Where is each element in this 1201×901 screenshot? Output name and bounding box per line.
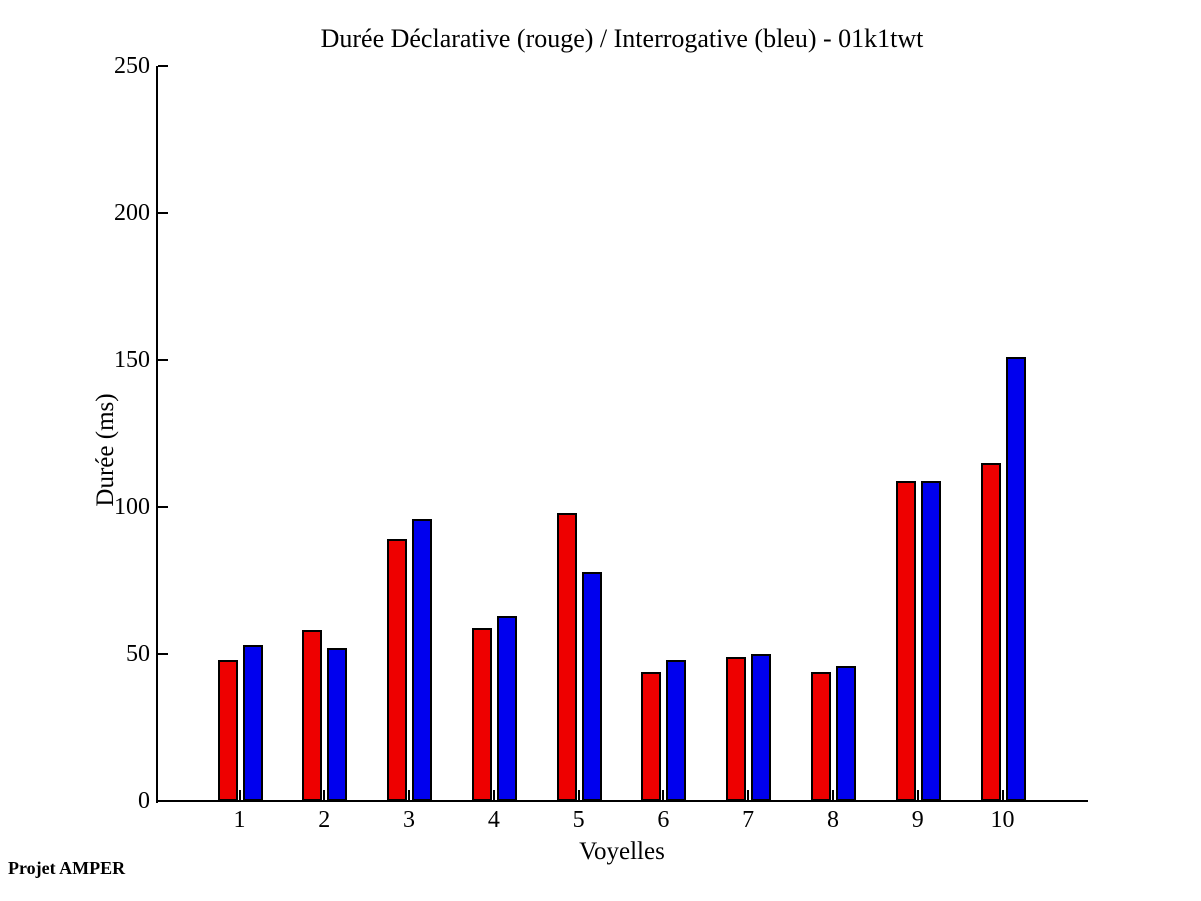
x-tick (831, 790, 834, 800)
bar-interrogative-2 (327, 648, 348, 801)
x-tick (916, 790, 919, 800)
x-tick-label: 4 (487, 807, 500, 833)
x-axis-label: Voyelles (579, 838, 665, 865)
bar-declarative-7 (726, 657, 747, 801)
bar-declarative-5 (556, 513, 577, 801)
x-tick-label: 7 (742, 807, 755, 833)
bar-declarative-1 (217, 660, 238, 801)
x-tick (238, 790, 241, 800)
bar-interrogative-9 (920, 481, 941, 801)
y-axis-line (156, 66, 158, 803)
x-tick (492, 790, 495, 800)
bar-declarative-6 (641, 672, 662, 801)
bar-interrogative-4 (496, 616, 517, 801)
chart-title: Durée Déclarative (rouge) / Interrogativ… (320, 24, 924, 53)
y-tick-label: 50 (126, 641, 150, 667)
x-tick-label: 9 (911, 807, 924, 833)
y-tick-label: 200 (114, 200, 150, 226)
y-axis-label: Durée (ms) (92, 393, 119, 507)
x-axis-line (156, 800, 1088, 802)
bar-declarative-4 (471, 628, 492, 801)
y-tick (158, 212, 168, 214)
x-tick-label: 6 (657, 807, 670, 833)
bar-interrogative-8 (835, 666, 856, 801)
y-tick (158, 800, 168, 802)
x-tick (662, 790, 665, 800)
x-tick-label: 5 (572, 807, 585, 833)
x-tick (747, 790, 750, 800)
bar-declarative-9 (895, 481, 916, 801)
project-credit: Projet AMPER (8, 858, 126, 878)
y-tick-label: 150 (114, 347, 150, 373)
bar-declarative-2 (302, 630, 323, 801)
y-tick-label: 250 (114, 53, 150, 79)
y-tick (158, 506, 168, 508)
x-tick-label: 10 (990, 807, 1015, 833)
y-tick (158, 359, 168, 361)
y-tick-label: 100 (114, 494, 150, 520)
bar-interrogative-7 (751, 654, 772, 801)
bar-declarative-10 (980, 463, 1001, 801)
y-tick (158, 65, 168, 67)
bar-interrogative-5 (581, 572, 602, 801)
y-tick (158, 653, 168, 655)
bar-declarative-8 (810, 672, 831, 801)
x-tick-label: 8 (826, 807, 839, 833)
x-tick (1001, 790, 1004, 800)
x-tick (323, 790, 326, 800)
y-tick-label: 0 (138, 788, 150, 814)
x-tick-label: 1 (233, 807, 246, 833)
bar-interrogative-1 (242, 645, 263, 801)
x-tick (408, 790, 411, 800)
bar-interrogative-6 (666, 660, 687, 801)
x-tick (577, 790, 580, 800)
bar-interrogative-10 (1005, 357, 1026, 801)
x-tick-label: 2 (318, 807, 331, 833)
x-tick-label: 3 (403, 807, 416, 833)
bar-declarative-3 (387, 539, 408, 801)
bar-interrogative-3 (412, 519, 433, 801)
